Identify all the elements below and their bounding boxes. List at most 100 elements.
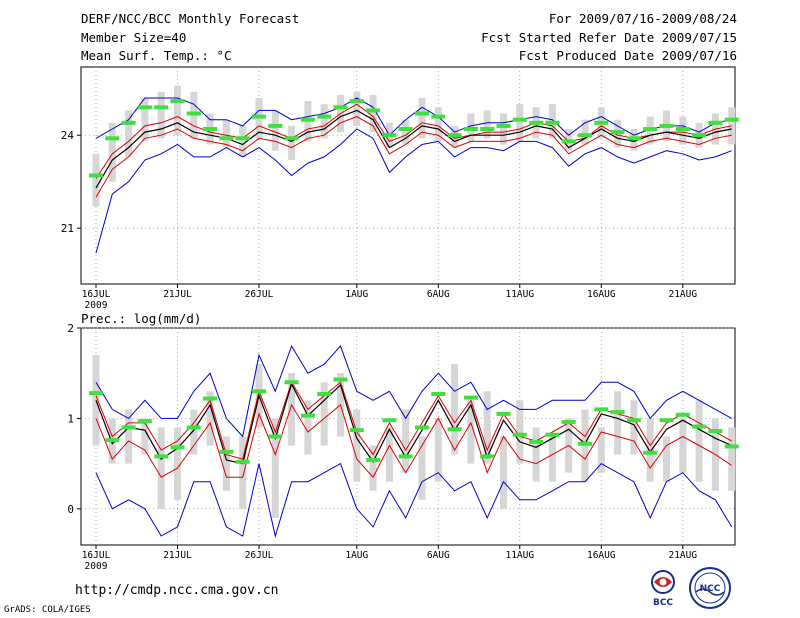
bcc-logo-text: BCC — [653, 598, 673, 608]
ensemble-marker — [333, 105, 348, 110]
chart-panel-1: 16JUL 21JUL 26JUL 1AUG 6AUG 11AUG 16AUG 21AUG 20… — [61, 66, 739, 311]
top-variable-label: Mean Surf. Temp.: °C — [81, 48, 232, 63]
range-box — [516, 400, 524, 464]
ensemble-marker — [170, 445, 185, 450]
range-box — [271, 110, 279, 151]
series-min-line — [95, 128, 732, 254]
range-box — [451, 364, 459, 455]
ensemble-marker — [219, 136, 234, 141]
range-box — [369, 94, 377, 133]
ensemble-marker — [708, 120, 723, 125]
ensemble-marker — [317, 392, 332, 397]
y-tick-label: 0 — [67, 503, 74, 516]
range-box — [630, 400, 638, 455]
chart-title: DERF/NCC/BCC Monthly Forecast — [81, 11, 300, 26]
range-box — [92, 153, 100, 207]
x-year-label: 2009 — [85, 561, 108, 572]
x-tick-label: 1AUG — [345, 289, 368, 300]
ensemble-marker — [398, 454, 413, 459]
ensemble-marker — [219, 449, 234, 454]
ensemble-marker — [398, 127, 413, 131]
series-mean-line — [95, 109, 732, 189]
ensemble-marker — [170, 99, 185, 104]
ensemble-marker — [268, 434, 283, 439]
range-box — [597, 427, 605, 473]
ensemble-marker — [610, 410, 625, 415]
range-box — [663, 436, 670, 482]
ensemble-marker — [463, 127, 478, 131]
ensemble-marker — [382, 418, 397, 423]
member-size: Member Size=40 — [81, 30, 187, 45]
fcst-started-date: Fcst Started Refer Date 2009/07/15 — [481, 30, 737, 45]
x-tick-label: 16AUG — [587, 550, 616, 561]
ensemble-marker — [610, 130, 625, 135]
range-box — [500, 436, 507, 509]
range-box — [206, 391, 214, 446]
ensemble-marker — [317, 114, 332, 119]
range-box — [108, 122, 116, 182]
x-tick-label: 1AUG — [345, 550, 368, 561]
ensemble-marker — [626, 136, 641, 141]
series-max-line — [95, 344, 732, 438]
range-box — [516, 104, 524, 142]
range-box — [500, 113, 507, 145]
range-box — [402, 409, 410, 473]
range-box — [288, 373, 296, 446]
series-lower-line — [95, 116, 732, 198]
ensemble-marker — [594, 120, 609, 125]
y-tick-label: 21 — [61, 222, 74, 235]
ensemble-marker — [105, 438, 120, 443]
ensemble-marker — [692, 133, 707, 138]
range-box — [548, 436, 556, 482]
ensemble-marker — [333, 377, 348, 382]
range-box — [646, 418, 654, 482]
range-box — [614, 391, 622, 455]
ensemble-marker — [724, 117, 739, 122]
ensemble-marker — [154, 105, 169, 110]
x-tick-label: 21JUL — [163, 289, 192, 300]
range-box — [467, 400, 475, 464]
series-upper-line — [95, 381, 732, 460]
ensemble-marker — [284, 380, 299, 385]
range-box — [418, 436, 426, 500]
range-box — [532, 427, 540, 482]
ensemble-marker — [659, 418, 674, 423]
ensemble-marker — [300, 117, 315, 122]
ensemble-marker — [186, 111, 201, 116]
ensemble-marker — [186, 425, 201, 430]
source-url[interactable]: http://cmdp.ncc.cma.gov.cn — [75, 583, 279, 598]
ncc-logo-text: NCC — [700, 584, 721, 594]
range-box — [239, 125, 247, 157]
ensemble-marker — [382, 133, 397, 138]
ensemble-marker — [366, 458, 381, 463]
range-box — [174, 427, 181, 500]
y-tick-label: 2 — [67, 322, 74, 335]
range-box — [141, 98, 149, 142]
ensemble-marker — [578, 441, 592, 446]
ensemble-marker — [529, 120, 544, 125]
ensemble-marker — [496, 411, 511, 416]
range-box — [679, 418, 687, 473]
ensemble-marker — [626, 418, 641, 423]
ensemble-marker — [366, 108, 381, 113]
range-box — [434, 418, 442, 482]
range-box — [353, 409, 361, 482]
ensemble-marker — [578, 133, 592, 138]
series-mean-line — [95, 382, 732, 465]
ensemble-marker — [545, 432, 560, 437]
x-tick-label: 16JUL — [82, 289, 111, 300]
y-tick-label: 1 — [67, 412, 74, 425]
range-box — [239, 436, 247, 509]
ensemble-marker — [496, 123, 511, 128]
ensemble-marker — [105, 136, 120, 141]
y-tick-label: 24 — [61, 129, 75, 142]
ensemble-marker — [252, 114, 266, 119]
range-box — [728, 427, 736, 491]
ensemble-marker — [252, 389, 266, 394]
range-box — [320, 382, 328, 446]
ensemble-marker — [447, 427, 462, 432]
ensemble-marker — [594, 407, 609, 412]
range-box — [320, 104, 328, 139]
x-tick-label: 11AUG — [505, 289, 534, 300]
